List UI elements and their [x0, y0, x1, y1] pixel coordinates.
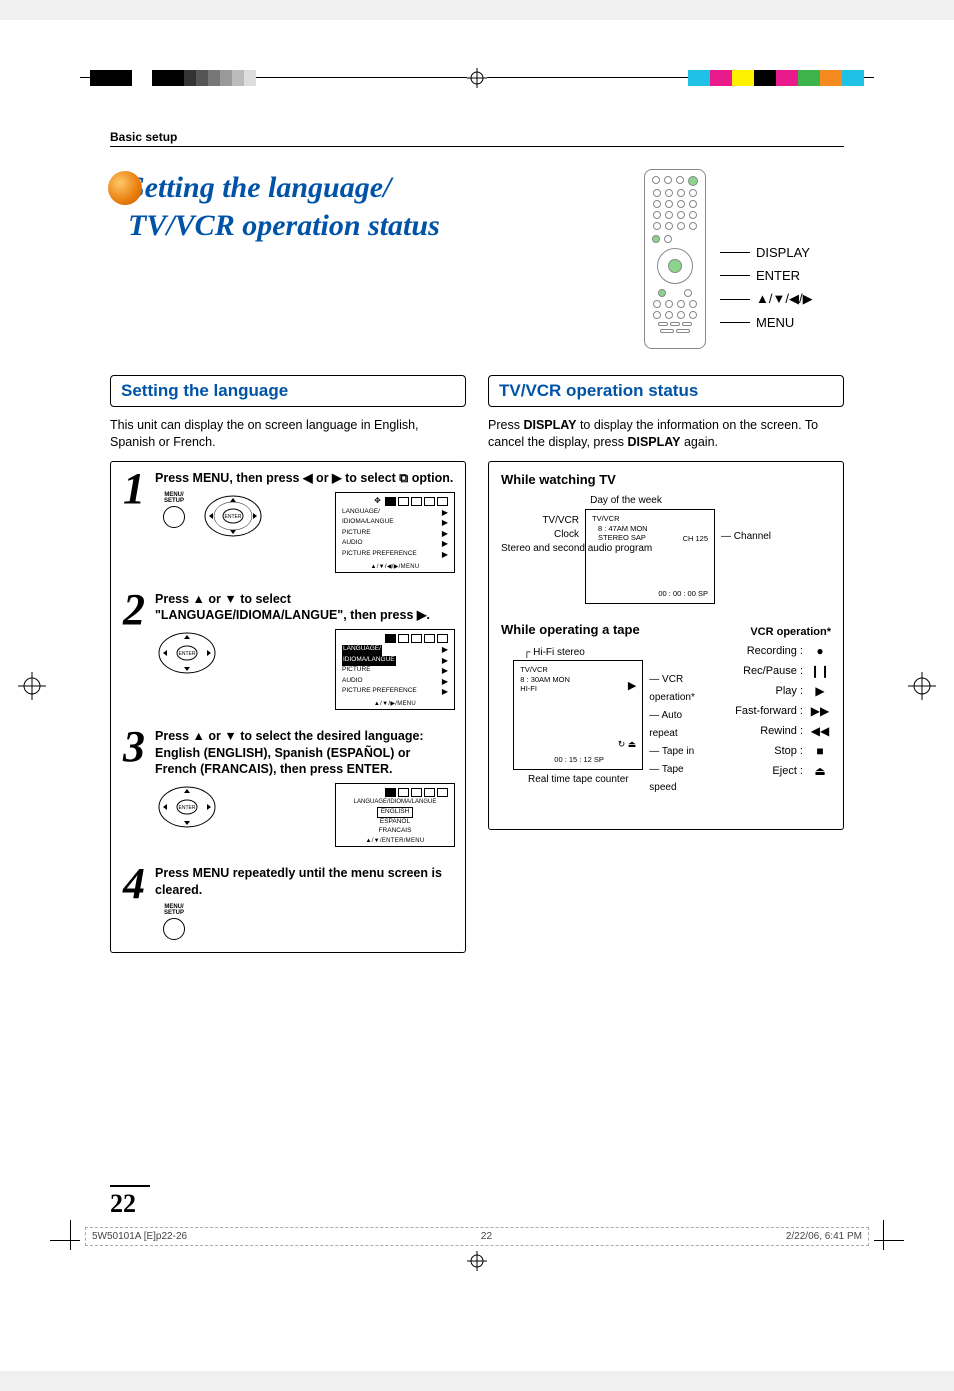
- step-text: Press ▲ or ▼ to select the desired langu…: [155, 728, 455, 777]
- osd-menu: LANGUAGE/▶ IDIOMA/LANGUE▶PICTURE▶AUDIO▶P…: [335, 629, 455, 710]
- step: 2Press ▲ or ▼ to select "LANGUAGE/IDIOMA…: [121, 591, 455, 710]
- tv-screen: TV/VCR 8 : 47AM MON STEREO SAP CH 125 00…: [585, 509, 715, 604]
- footer: 5W50101A [E]p22-26 22 2/22/06, 6:41 PM: [85, 1227, 869, 1246]
- tape-screen: TV/VCR 8 : 30AM MON HI-FI ▶ ↻ ⏏ 00 : 15 …: [513, 660, 643, 770]
- status-box: While watching TV Day of the week TV/VCR…: [488, 461, 844, 830]
- page-number: 22: [110, 1185, 150, 1219]
- remote-label: ENTER: [720, 268, 813, 283]
- vcr-op-row: Rec/Pause :❙❙: [711, 664, 831, 678]
- registration-mark-icon: [467, 68, 487, 88]
- bullet-icon: [108, 171, 142, 205]
- remote-diagram: DISPLAY ENTER ▲/▼/◀/▶ MENU: [644, 169, 844, 349]
- remote-label: MENU: [720, 315, 813, 330]
- osd-menu: LANGUAGE/IDIOMA/LANGUEENGLISHESPAÑOLFRAN…: [335, 783, 455, 847]
- vcr-op-row: Play :▶: [711, 684, 831, 698]
- remote-label: ▲/▼/◀/▶: [720, 291, 813, 307]
- hifi-label: Hi-Fi stereo: [533, 647, 585, 658]
- tv-label: Clock: [501, 529, 579, 541]
- footer-center: 22: [481, 1231, 492, 1242]
- osd-menu: ✥LANGUAGE/▶ IDIOMA/LANGUE▶PICTURE▶AUDIO▶…: [335, 492, 455, 573]
- step-text: Press ▲ or ▼ to select "LANGUAGE/IDIOMA/…: [155, 591, 455, 624]
- menu-button-icon: MENU/ SETUP: [155, 904, 193, 940]
- vcr-ops-heading: VCR operation*: [711, 626, 831, 638]
- step: 3Press ▲ or ▼ to select the desired lang…: [121, 728, 455, 847]
- tape-label: — VCR operation*: [649, 671, 701, 707]
- color-swatches: [688, 70, 864, 86]
- bw-swatches: [90, 70, 256, 86]
- step-text: Press MENU repeatedly until the menu scr…: [155, 865, 455, 898]
- step-number: 4: [121, 865, 147, 940]
- footer-right: 2/22/06, 6:41 PM: [786, 1231, 862, 1242]
- svg-text:ENTER: ENTER: [179, 651, 196, 657]
- menu-button-icon: MENU/ SETUP: [155, 492, 193, 528]
- tv-title: While watching TV: [501, 472, 831, 487]
- tv-label: Stereo and second audio program: [501, 543, 579, 555]
- channel-label: Channel: [734, 531, 771, 542]
- crop-mark-icon: [908, 672, 936, 700]
- tape-label: — Tape in: [649, 743, 701, 761]
- vcr-op-row: Recording :●: [711, 644, 831, 658]
- dpad-icon: ENTER: [201, 492, 265, 543]
- tape-title: While operating a tape: [501, 622, 701, 637]
- step: 1 Press MENU, then press ◀ or ▶ to select…: [121, 470, 455, 573]
- section-header: Basic setup: [110, 130, 844, 147]
- svg-text:ENTER: ENTER: [179, 805, 196, 811]
- tape-label: — Tape speed: [649, 761, 701, 797]
- counter-label: Real time tape counter: [513, 774, 643, 785]
- tv-top-label: Day of the week: [561, 495, 691, 506]
- right-heading: TV/VCR operation status: [488, 375, 844, 407]
- left-intro: This unit can display the on screen lang…: [110, 417, 466, 451]
- step: 4Press MENU repeatedly until the menu sc…: [121, 865, 455, 940]
- step-number: 1: [121, 470, 147, 573]
- step-number: 3: [121, 728, 147, 847]
- registration-row: [0, 68, 954, 88]
- svg-text:ENTER: ENTER: [225, 514, 242, 520]
- step-number: 2: [121, 591, 147, 710]
- page-title: Setting the language/ TV/VCR operation s…: [128, 169, 614, 244]
- page: Basic setup Setting the language/ TV/VCR…: [0, 20, 954, 1371]
- dpad-icon: ENTER: [155, 629, 219, 680]
- steps-box: 1 Press MENU, then press ◀ or ▶ to select…: [110, 461, 466, 953]
- remote-label: DISPLAY: [720, 245, 813, 260]
- vcr-op-row: Fast-forward :▶▶: [711, 704, 831, 718]
- vcr-op-row: Eject :⏏: [711, 764, 831, 778]
- tape-label: — Auto repeat: [649, 707, 701, 743]
- vcr-op-row: Stop :■: [711, 744, 831, 758]
- left-heading: Setting the language: [110, 375, 466, 407]
- tv-label: TV/VCR: [501, 515, 579, 527]
- dpad-icon: ENTER: [155, 783, 219, 834]
- vcr-op-row: Rewind :◀◀: [711, 724, 831, 738]
- right-intro: Press DISPLAY to display the information…: [488, 417, 844, 451]
- crop-mark-icon: [18, 672, 46, 700]
- registration-mark-icon: [467, 1251, 487, 1271]
- footer-left: 5W50101A [E]p22-26: [92, 1231, 187, 1242]
- vcr-operations: VCR operation* Recording :● Rec/Pause :❙❙…: [711, 626, 831, 784]
- step-text: Press MENU, then press ◀ or ▶ to select …: [155, 470, 455, 486]
